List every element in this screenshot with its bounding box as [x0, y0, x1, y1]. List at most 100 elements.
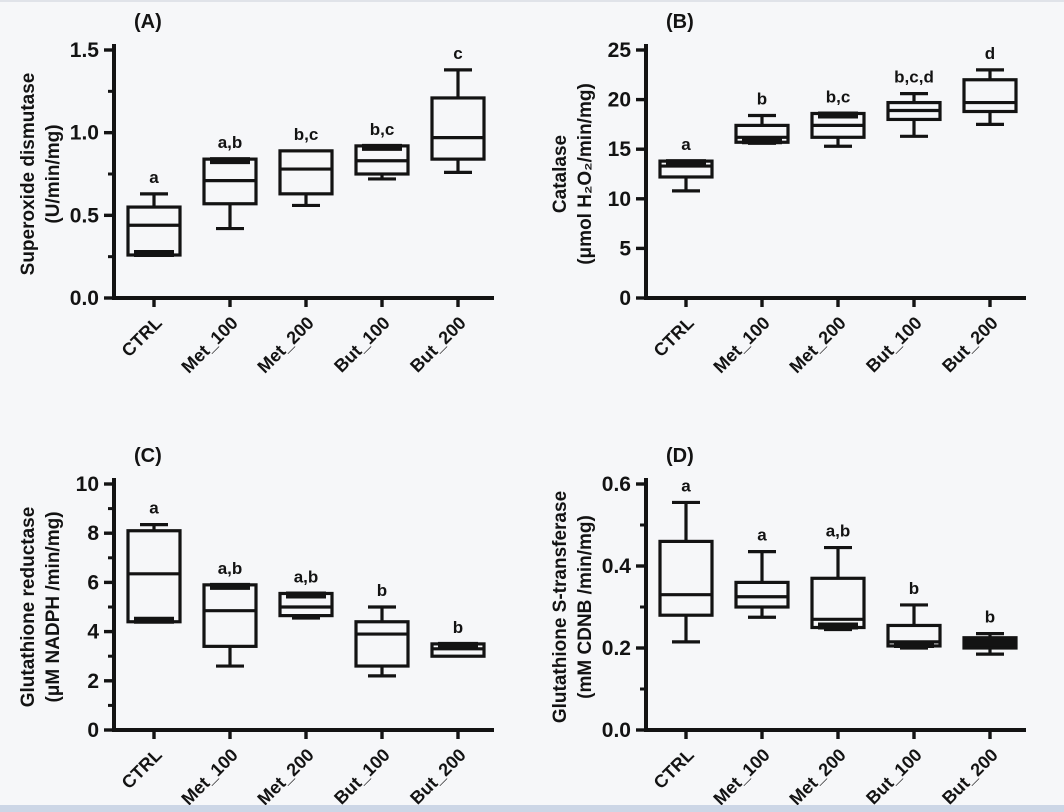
box-Met_100: [734, 550, 790, 619]
x-tick-label: CTRL: [118, 745, 166, 793]
x-tick-label: Met_200: [253, 313, 317, 377]
iqr-box: [962, 636, 1018, 650]
y-tick-label: 2: [87, 670, 99, 693]
y-axis-label-line1: Glutathione S-transferase: [550, 491, 571, 723]
significance-label: d: [985, 44, 995, 63]
significance-label: b: [985, 608, 995, 627]
panel-b-catalase: 0 5 10 15 20 25 (B) Catalase (μmol H₂O₂/min/mg) C…: [532, 0, 1064, 406]
x-tick-label: CTRL: [650, 313, 698, 361]
significance-label: a,b: [294, 567, 319, 586]
x-tick-label: Met_200: [785, 745, 849, 809]
y-tick-label: 1.0: [70, 122, 99, 145]
panel-d-glutathione-s-transferase: 0.0 0.2 0.4 0.6 (D) Glutathione S-transferase…: [532, 406, 1064, 812]
significance-label: c: [453, 44, 462, 63]
y-tick-label: 1.5: [70, 39, 100, 62]
box-CTRL: [126, 522, 182, 624]
significance-label: a,b: [218, 133, 243, 152]
y-tick-label: 0: [87, 719, 99, 742]
significance-label: b: [453, 618, 463, 637]
x-tick-label: But_100: [862, 313, 926, 377]
x-tick-label: But_200: [406, 745, 470, 809]
y-axis-label-line1: Glutathione reductase: [18, 507, 39, 708]
y-tick-label: 20: [608, 89, 631, 112]
y-tick-label: 25: [608, 39, 632, 62]
x-tick-label: Met_100: [177, 745, 241, 809]
box-But_200: [430, 68, 486, 174]
boxplot-svg: 0 5 10 15 20 25 (B) Catalase (μmol H₂O₂/min/mg) C…: [550, 11, 1026, 377]
y-tick-label: 0.5: [70, 204, 100, 227]
x-tick-label: But_100: [330, 313, 394, 377]
iqr-box: [278, 149, 334, 196]
y-axis-label-line2: (μmol H₂O₂/min/mg): [575, 83, 596, 265]
significance-label: b: [757, 89, 767, 108]
significance-label: a,b: [218, 559, 243, 578]
panel-a-superoxide-dismutase: 0.0 0.5 1.0 1.5 (A) Superoxide dismutase (U/mi…: [0, 0, 532, 406]
iqr-box: [202, 583, 258, 648]
bottom-border-strip: [0, 805, 1064, 812]
y-axis-label-line2: (μM NADPH /min/mg): [43, 511, 64, 702]
boxplot-svg: 0.0 0.5 1.0 1.5 (A) Superoxide dismutase (U/mi…: [18, 11, 494, 377]
box-Met_100: [202, 582, 258, 668]
significance-label: b,c: [294, 125, 319, 144]
x-tick-label: But_100: [330, 745, 394, 809]
y-tick-label: 0: [619, 287, 631, 310]
y-tick-label: 0.0: [70, 287, 99, 310]
iqr-box: [354, 620, 410, 668]
box-But_100: [354, 143, 410, 181]
box-But_100: [886, 603, 942, 650]
iqr-box: [126, 529, 182, 624]
x-tick-label: But_100: [862, 745, 926, 809]
panel-title: (A): [134, 11, 162, 33]
y-axis-label-line2: (U/min/mg): [43, 124, 64, 223]
y-tick-label: 0.6: [602, 473, 631, 496]
iqr-box: [126, 205, 182, 257]
y-tick-label: 8: [87, 522, 99, 545]
box-Met_200: [810, 111, 866, 148]
box-Met_100: [734, 113, 790, 145]
significance-label: b,c: [826, 87, 851, 106]
box-But_200: [962, 632, 1018, 656]
significance-label: a: [149, 499, 159, 518]
significance-label: b: [377, 581, 387, 600]
box-Met_200: [278, 149, 334, 208]
box-But_200: [962, 68, 1018, 127]
x-tick-label: Met_100: [709, 745, 773, 809]
significance-label: a: [149, 168, 159, 187]
box-Met_200: [278, 591, 334, 620]
x-tick-label: CTRL: [118, 313, 166, 361]
y-tick-label: 0.2: [602, 637, 631, 660]
box-But_100: [354, 605, 410, 678]
y-tick-label: 0.4: [602, 555, 632, 578]
box-But_200: [430, 641, 486, 658]
y-tick-label: 10: [76, 473, 99, 496]
box-Met_200: [810, 545, 866, 632]
significance-label: b: [909, 579, 919, 598]
y-axis-label-line1: Catalase: [550, 135, 571, 213]
iqr-box: [734, 580, 790, 609]
box-Met_100: [202, 157, 258, 231]
iqr-box: [962, 78, 1018, 114]
x-tick-label: Met_100: [177, 313, 241, 377]
box-CTRL: [658, 500, 714, 644]
x-tick-label: Met_200: [785, 313, 849, 377]
y-tick-label: 15: [608, 138, 632, 161]
x-tick-label: But_200: [938, 745, 1002, 809]
x-tick-label: CTRL: [650, 745, 698, 793]
box-But_100: [886, 92, 942, 138]
y-tick-label: 4: [87, 621, 99, 644]
panel-title: (B): [666, 11, 694, 33]
iqr-box: [430, 96, 486, 161]
y-tick-label: 5: [619, 237, 631, 260]
y-axis-label-line1: Superoxide dismutase: [18, 73, 39, 276]
y-tick-label: 6: [87, 571, 99, 594]
y-tick-label: 0.0: [602, 719, 631, 742]
significance-label: a: [681, 476, 691, 495]
significance-label: a,b: [826, 522, 851, 541]
x-tick-label: Met_100: [709, 313, 773, 377]
panel-title: (C): [134, 445, 162, 467]
significance-label: b,c: [370, 120, 395, 139]
x-tick-label: But_200: [938, 313, 1002, 377]
y-axis-label-line2: (mM CDNB /min/mg): [575, 515, 596, 699]
